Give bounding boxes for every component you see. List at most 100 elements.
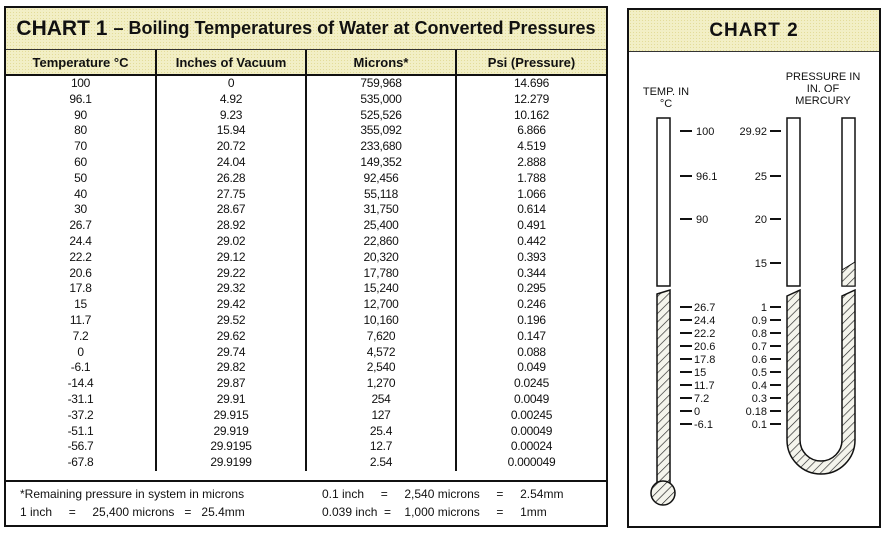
table-cell: 20,320 bbox=[305, 249, 456, 266]
table-cell: 0.295 bbox=[455, 281, 606, 298]
table-row: -37.2 29.915 127 0.00245 bbox=[6, 407, 606, 424]
table-cell: 535,000 bbox=[305, 91, 456, 108]
table-cell: 127 bbox=[305, 407, 456, 424]
table-row: 7.2 29.62 7,620 0.147 bbox=[6, 328, 606, 345]
table-footer: *Remaining pressure in system in microns… bbox=[6, 480, 606, 525]
table-cell: 4.519 bbox=[455, 139, 606, 155]
table-cell: 29.87 bbox=[155, 376, 306, 392]
temp-tick-label: 24.4 bbox=[694, 315, 715, 327]
temp-tick-label: -6.1 bbox=[694, 419, 713, 431]
table-cell: 0.246 bbox=[455, 297, 606, 313]
pressure-tick-label: 1 bbox=[761, 302, 767, 314]
pressure-tick-label: 20 bbox=[755, 214, 767, 226]
temp-tick-label: 0 bbox=[694, 406, 700, 418]
table-cell: 29.52 bbox=[155, 312, 306, 329]
temp-tick-label: 20.6 bbox=[694, 341, 715, 353]
temp-tick-label: 100 bbox=[696, 126, 714, 138]
table-cell: 17,780 bbox=[305, 265, 456, 282]
table-row: 50 26.28 92,456 1.788 bbox=[6, 170, 606, 187]
table-cell: 22.2 bbox=[69, 249, 92, 264]
table-row: 20.6 29.22 17,780 0.344 bbox=[6, 265, 606, 282]
table-row: 17.8 29.32 15,240 0.295 bbox=[6, 281, 606, 298]
table-cell: 525,526 bbox=[305, 107, 456, 124]
table-cell: 29.919 bbox=[155, 423, 306, 440]
table-cell: -51.1 bbox=[67, 423, 94, 438]
manometer-u-tube bbox=[786, 288, 856, 475]
table-cell: 29.12 bbox=[155, 249, 306, 266]
table-cell: 29.74 bbox=[155, 344, 306, 361]
table-row: -56.7 29.9195 12.7 0.00024 bbox=[6, 439, 606, 456]
table-cell: 29.82 bbox=[155, 360, 306, 377]
table-cell: 0.344 bbox=[455, 265, 606, 282]
mercury-upper-column bbox=[841, 261, 856, 287]
table-cell: 15 bbox=[74, 297, 87, 312]
conversion-1: 1 inch = 25,400 microns = 25.4mm bbox=[20, 505, 245, 519]
table-row: 70 20.72 233,680 4.519 bbox=[6, 139, 606, 155]
temp-tick-label: 11.7 bbox=[694, 380, 715, 392]
table-cell: 0.491 bbox=[455, 218, 606, 234]
table-cell: 29.42 bbox=[155, 297, 306, 313]
chart1-panel: CHART 1 – Boiling Temperatures of Water … bbox=[4, 6, 608, 527]
pressure-tick-label: 29.92 bbox=[739, 126, 767, 138]
table-row: -51.1 29.919 25.4 0.00049 bbox=[6, 423, 606, 440]
table-cell: 29.9199 bbox=[155, 455, 306, 471]
table-row: 90 9.23 525,526 10.162 bbox=[6, 107, 606, 124]
table-cell: 20.72 bbox=[155, 139, 306, 155]
table-cell: 25,400 bbox=[305, 218, 456, 234]
table-cell: 7.2 bbox=[72, 328, 89, 343]
table-cell: 355,092 bbox=[305, 123, 456, 140]
table-row: 100 0 759,968 14.696 bbox=[6, 75, 606, 92]
pressure-axis-label: IN. OF bbox=[807, 83, 840, 95]
table-cell: 0 bbox=[77, 344, 84, 359]
table-cell: 1.788 bbox=[455, 170, 606, 187]
table-cell: 60 bbox=[74, 154, 87, 169]
table-cell: -14.4 bbox=[67, 376, 94, 391]
table-cell: 2.54 bbox=[305, 455, 456, 471]
table-cell: -31.1 bbox=[67, 391, 94, 406]
table-cell: 759,968 bbox=[305, 75, 456, 92]
table-row: 0 29.74 4,572 0.088 bbox=[6, 344, 606, 361]
pressure-tick-label: 0.4 bbox=[752, 380, 767, 392]
table-row: 60 24.04 149,352 2.888 bbox=[6, 154, 606, 171]
table-cell: 0 bbox=[155, 75, 306, 92]
table-cell: 149,352 bbox=[305, 154, 456, 171]
table-row: 26.7 28.92 25,400 0.491 bbox=[6, 218, 606, 234]
table-cell: 12,700 bbox=[305, 297, 456, 313]
table-cell: 28.67 bbox=[155, 202, 306, 219]
table-cell: 0.0049 bbox=[455, 391, 606, 408]
table-row: -31.1 29.91 254 0.0049 bbox=[6, 391, 606, 408]
pressure-tick-label: 0.18 bbox=[746, 406, 767, 418]
temp-tick-label: 26.7 bbox=[694, 302, 715, 314]
temp-axis-label: °C bbox=[660, 98, 672, 110]
table-cell: 10,160 bbox=[305, 312, 456, 329]
table-cell: 70 bbox=[74, 139, 87, 154]
boiling-table: Temperature °C Inches of Vacuum Microns* Ps… bbox=[6, 50, 606, 471]
table-cell: 7,620 bbox=[305, 328, 456, 345]
table-cell: 29.02 bbox=[155, 233, 306, 250]
table-cell: 0.000049 bbox=[455, 455, 606, 471]
table-cell: 2.888 bbox=[455, 154, 606, 171]
table-cell: 27.75 bbox=[155, 186, 306, 203]
table-cell: 22,860 bbox=[305, 233, 456, 250]
table-cell: 24.04 bbox=[155, 154, 306, 171]
table-cell: -56.7 bbox=[67, 439, 94, 454]
table-row: 96.1 4.92 535,000 12.279 bbox=[6, 91, 606, 108]
thermometer-upper-tube bbox=[656, 117, 671, 287]
table-cell: 1.066 bbox=[455, 186, 606, 203]
table-cell: 12.7 bbox=[305, 439, 456, 456]
temp-tick-label: 17.8 bbox=[694, 354, 715, 366]
thermometer-lower-tube bbox=[656, 288, 671, 485]
table-cell: -67.8 bbox=[67, 455, 94, 470]
table-cell: 29.91 bbox=[155, 391, 306, 408]
thermometer-bulb bbox=[650, 480, 676, 506]
table-cell: 80 bbox=[74, 123, 87, 138]
table-row: 11.7 29.52 10,160 0.196 bbox=[6, 312, 606, 329]
table-cell: 1,270 bbox=[305, 376, 456, 392]
table-cell: 6.866 bbox=[455, 123, 606, 140]
conversion-3: 0.039 inch = 1,000 microns = 1mm bbox=[322, 505, 547, 519]
table-cell: 15.94 bbox=[155, 123, 306, 140]
table-cell: 30 bbox=[74, 202, 87, 217]
temp-tick-label: 7.2 bbox=[694, 393, 709, 405]
table-cell: 17.8 bbox=[69, 281, 92, 296]
